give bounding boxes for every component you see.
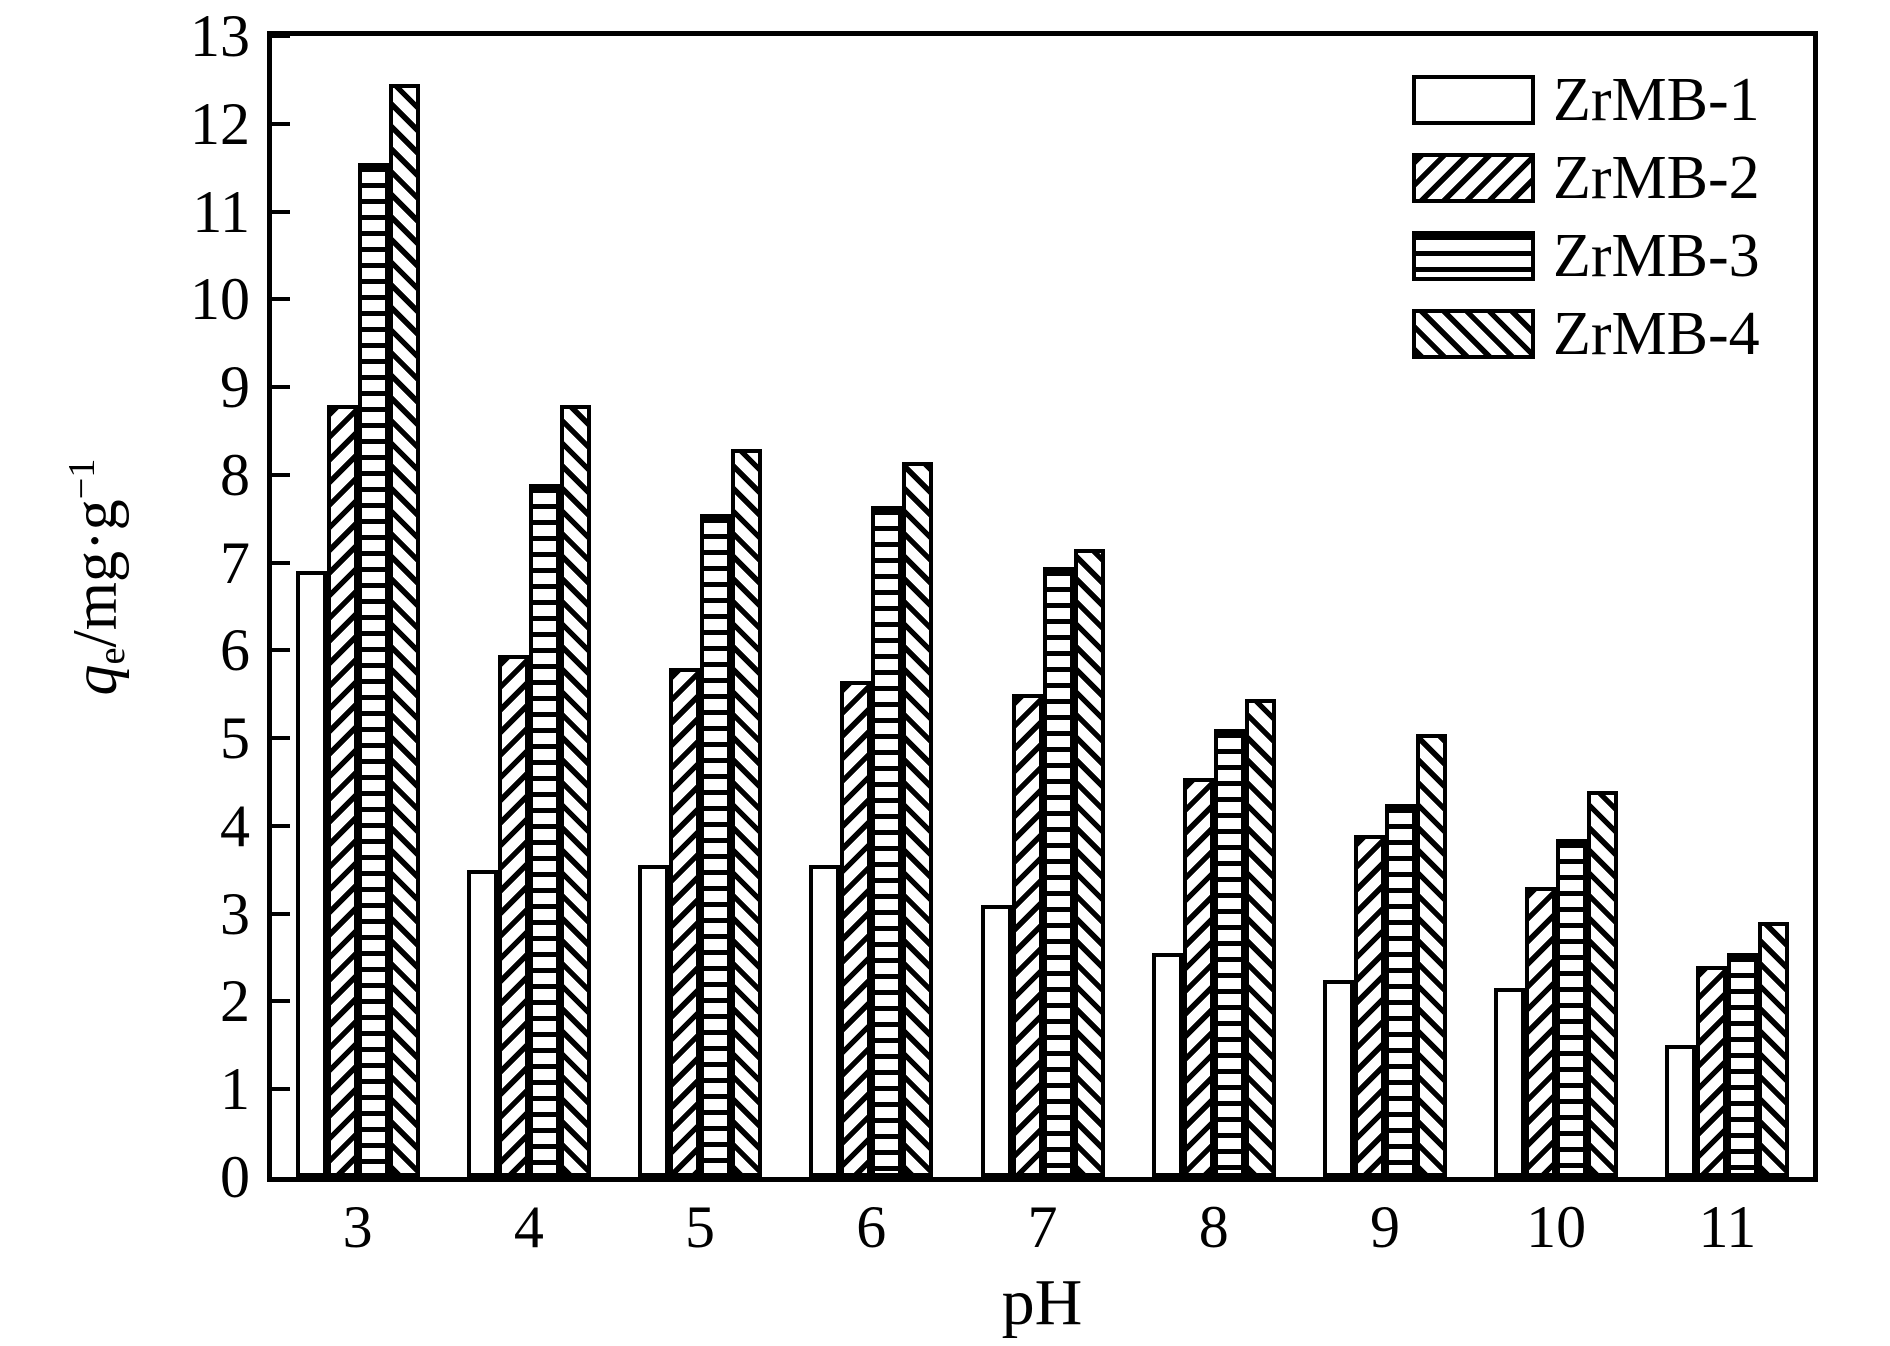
legend-swatch-zrmb-2	[1412, 153, 1535, 203]
legend-item-zrmb-3: ZrMB-3	[1412, 225, 1760, 287]
y-tick-11	[272, 209, 290, 214]
bar-zrmb-4-ph7	[1073, 549, 1105, 1177]
y-tick-3	[272, 911, 290, 916]
bar-zrmb-1-ph8	[1151, 953, 1183, 1177]
bar-zrmb-4-ph6	[902, 461, 934, 1177]
y-tick-4	[272, 823, 290, 828]
y-title-subscript: e	[90, 647, 133, 665]
x-tick-label-ph-8: 8	[1198, 1194, 1229, 1260]
bar-zrmb-4-ph9	[1415, 733, 1447, 1177]
bar-zrmb-4-ph3	[388, 84, 420, 1177]
bar-zrmb-3-ph9	[1384, 803, 1416, 1177]
bar-zrmb-1-ph7	[980, 904, 1012, 1177]
bar-zrmb-2-ph7	[1011, 694, 1043, 1177]
legend-swatch-zrmb-1	[1412, 75, 1535, 125]
x-tick-label-ph-3: 3	[342, 1194, 373, 1260]
x-axis-title: pH	[1001, 1266, 1083, 1339]
y-tick-label-7: 7	[220, 529, 250, 596]
bar-zrmb-1-ph5	[638, 865, 670, 1177]
y-tick-label-5: 5	[220, 705, 250, 772]
y-tick-label-12: 12	[190, 90, 250, 157]
y-tick-label-10: 10	[190, 266, 250, 333]
bar-zrmb-4-ph11	[1758, 922, 1790, 1177]
bar-zrmb-4-ph4	[559, 404, 591, 1177]
y-tick-label-2: 2	[220, 968, 250, 1035]
y-tick-12	[272, 121, 290, 126]
y-axis-title-text: qe/mg·g−1	[49, 458, 145, 695]
legend-item-zrmb-1: ZrMB-1	[1412, 69, 1760, 131]
y-tick-label-3: 3	[220, 880, 250, 947]
legend-swatch-zrmb-3	[1412, 231, 1535, 281]
x-tick-label-ph-7: 7	[1027, 1194, 1058, 1260]
y-title-unit: /mg·g	[61, 499, 130, 648]
plot-area: ZrMB-1 ZrMB-2 ZrMB-3 ZrMB-4	[272, 34, 1813, 1177]
bar-zrmb-1-ph10	[1494, 988, 1526, 1177]
legend: ZrMB-1 ZrMB-2 ZrMB-3 ZrMB-4	[1412, 69, 1760, 387]
bar-zrmb-2-ph6	[840, 681, 872, 1177]
y-tick-6	[272, 648, 290, 653]
y-tick-label-6: 6	[220, 617, 250, 684]
y-tick-9	[272, 385, 290, 390]
y-tick-label-0: 0	[220, 1144, 250, 1210]
legend-swatch-zrmb-4	[1412, 309, 1535, 359]
plot-frame: ZrMB-1 ZrMB-2 ZrMB-3 ZrMB-4	[267, 31, 1818, 1182]
bar-zrmb-3-ph7	[1042, 567, 1074, 1177]
bar-zrmb-2-ph5	[669, 667, 701, 1177]
x-tick-label-ph-9: 9	[1369, 1194, 1400, 1260]
bar-zrmb-4-ph10	[1587, 790, 1619, 1177]
x-tick-label-ph-6: 6	[856, 1194, 887, 1260]
y-tick-10	[272, 297, 290, 302]
legend-item-zrmb-2: ZrMB-2	[1412, 147, 1760, 209]
y-title-variable: q	[61, 664, 130, 696]
y-tick-label-9: 9	[220, 354, 250, 421]
bar-zrmb-2-ph4	[497, 654, 529, 1177]
bar-zrmb-1-ph9	[1322, 979, 1354, 1177]
bar-zrmb-2-ph9	[1353, 834, 1385, 1177]
bar-zrmb-2-ph3	[326, 404, 358, 1177]
bar-zrmb-1-ph6	[809, 865, 841, 1177]
y-tick-label-13: 13	[190, 3, 250, 69]
x-tick-label-ph-4: 4	[513, 1194, 544, 1260]
y-tick-label-4: 4	[220, 792, 250, 859]
bar-zrmb-4-ph8	[1244, 698, 1276, 1177]
bar-zrmb-2-ph8	[1182, 777, 1214, 1177]
bar-zrmb-4-ph5	[731, 448, 763, 1177]
x-tick-label-ph-5: 5	[685, 1194, 716, 1260]
y-title-exponent: −1	[61, 458, 104, 500]
legend-label-zrmb-4: ZrMB-4	[1553, 300, 1760, 368]
bar-zrmb-1-ph4	[466, 869, 498, 1177]
bar-zrmb-2-ph11	[1696, 966, 1728, 1177]
bar-zrmb-3-ph6	[871, 505, 903, 1177]
legend-item-zrmb-4: ZrMB-4	[1412, 303, 1760, 365]
bar-zrmb-1-ph11	[1665, 1045, 1697, 1177]
legend-label-zrmb-1: ZrMB-1	[1553, 66, 1760, 134]
x-tick-label-ph-10: 10	[1526, 1194, 1587, 1260]
legend-label-zrmb-3: ZrMB-3	[1553, 222, 1760, 290]
y-tick-2	[272, 999, 290, 1004]
y-tick-1	[272, 1087, 290, 1092]
bar-zrmb-2-ph10	[1525, 887, 1557, 1177]
y-tick-5	[272, 736, 290, 741]
legend-label-zrmb-2: ZrMB-2	[1553, 144, 1760, 212]
y-tick-label-8: 8	[220, 441, 250, 508]
bar-zrmb-3-ph4	[528, 483, 560, 1177]
y-tick-8	[272, 472, 290, 477]
bar-zrmb-3-ph5	[700, 514, 732, 1177]
y-tick-label-11: 11	[192, 178, 250, 245]
y-tick-13	[272, 34, 290, 38]
bar-zrmb-3-ph3	[357, 163, 389, 1177]
y-tick-label-1: 1	[220, 1056, 250, 1123]
bar-zrmb-3-ph11	[1727, 953, 1759, 1177]
bar-zrmb-1-ph3	[295, 571, 327, 1177]
bar-zrmb-3-ph10	[1556, 839, 1588, 1177]
x-tick-label-ph-11: 11	[1698, 1194, 1757, 1260]
y-tick-7	[272, 560, 290, 565]
bar-zrmb-3-ph8	[1213, 729, 1245, 1177]
